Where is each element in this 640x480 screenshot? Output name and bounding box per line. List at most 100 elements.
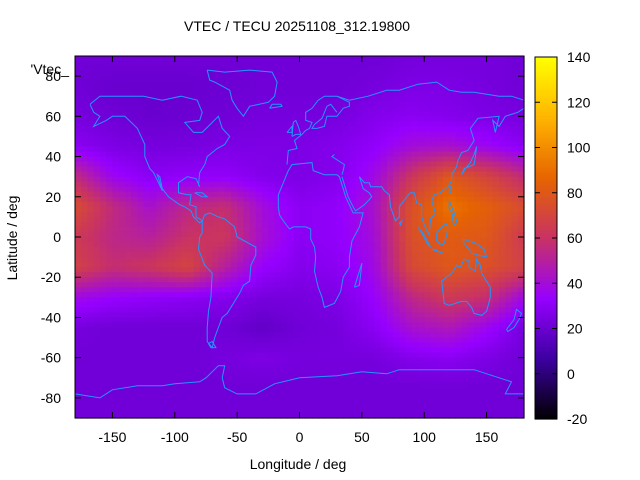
heatmap-cell	[343, 257, 350, 263]
heatmap-cell	[181, 186, 188, 193]
heatmap-cell	[262, 156, 269, 163]
heatmap-cell	[349, 377, 357, 384]
heatmap-cell	[318, 297, 326, 303]
heatmap-cell	[168, 191, 176, 198]
heatmap-cell	[162, 181, 170, 188]
heatmap-cell	[187, 186, 195, 193]
heatmap-cell	[137, 362, 145, 369]
heatmap-cell	[299, 141, 307, 148]
heatmap-cell	[474, 71, 481, 77]
heatmap-cell	[99, 71, 107, 77]
heatmap-cell	[449, 242, 457, 248]
heatmap-cell	[374, 176, 382, 183]
heatmap-cell	[93, 392, 101, 399]
heatmap-cell	[212, 282, 220, 288]
heatmap-cell	[181, 126, 188, 133]
heatmap-cell	[156, 387, 163, 394]
heatmap-cell	[380, 66, 388, 72]
heatmap-cell	[411, 367, 419, 374]
heatmap-cell	[293, 267, 301, 273]
heatmap-cell	[181, 111, 188, 117]
heatmap-cell	[131, 242, 138, 248]
heatmap-cell	[212, 292, 220, 298]
heatmap-cell	[499, 307, 506, 314]
heatmap-cell	[243, 206, 251, 213]
heatmap-cell	[386, 312, 394, 319]
heatmap-cell	[249, 101, 257, 107]
heatmap-cell	[299, 302, 307, 308]
heatmap-cell	[461, 136, 469, 143]
heatmap-cell	[224, 332, 232, 339]
heatmap-cell	[305, 201, 313, 208]
heatmap-cell	[405, 302, 413, 308]
heatmap-cell	[505, 302, 513, 308]
heatmap-cell	[361, 332, 369, 339]
heatmap-cell	[262, 231, 269, 238]
heatmap-cell	[492, 101, 500, 107]
heatmap-cell	[411, 126, 419, 133]
heatmap-cell	[380, 196, 388, 203]
heatmap-cell	[380, 86, 388, 92]
heatmap-cell	[230, 136, 238, 143]
heatmap-cell	[368, 81, 375, 87]
heatmap-cell	[137, 101, 145, 107]
heatmap-cell	[280, 131, 288, 138]
heatmap-cell	[386, 186, 394, 193]
heatmap-cell	[474, 247, 481, 253]
heatmap-cell	[474, 101, 481, 107]
heatmap-cell	[449, 61, 457, 67]
heatmap-cell	[361, 126, 369, 133]
heatmap-cell	[224, 252, 232, 258]
heatmap-cell	[112, 211, 120, 218]
heatmap-cell	[230, 206, 238, 213]
heatmap-cell	[87, 176, 95, 183]
heatmap-cell	[492, 116, 500, 122]
heatmap-cell	[349, 111, 357, 117]
heatmap-cell	[311, 206, 319, 213]
heatmap-cell	[324, 156, 332, 163]
heatmap-cell	[511, 307, 519, 314]
heatmap-cell	[461, 191, 469, 198]
heatmap-cell	[131, 201, 138, 208]
heatmap-cell	[237, 312, 244, 319]
heatmap-cell	[411, 252, 419, 258]
heatmap-cell	[399, 352, 407, 359]
heatmap-cell	[124, 211, 132, 218]
heatmap-cell	[268, 262, 276, 268]
heatmap-cell	[75, 201, 82, 208]
heatmap-cell	[305, 297, 313, 303]
heatmap-cell	[343, 176, 350, 183]
heatmap-cell	[361, 277, 369, 283]
heatmap-cell	[399, 231, 407, 238]
heatmap-cell	[368, 287, 375, 293]
heatmap-cell	[417, 231, 425, 238]
heatmap-cell	[486, 282, 494, 288]
heatmap-cell	[93, 397, 101, 404]
heatmap-cell	[330, 307, 338, 314]
heatmap-cell	[112, 337, 120, 344]
heatmap-cell	[237, 166, 244, 173]
heatmap-cell	[118, 402, 126, 409]
heatmap-cell	[118, 191, 126, 198]
heatmap-cell	[299, 252, 307, 258]
heatmap-cell	[405, 211, 413, 218]
heatmap-cell	[149, 76, 157, 82]
heatmap-cell	[442, 141, 450, 148]
heatmap-cell	[393, 252, 400, 258]
heatmap-cell	[249, 161, 257, 168]
heatmap-cell	[112, 267, 120, 273]
heatmap-cell	[399, 226, 407, 233]
heatmap-cell	[424, 166, 432, 173]
heatmap-cell	[274, 372, 282, 379]
heatmap-cell	[249, 181, 257, 188]
heatmap-cell	[87, 347, 95, 354]
heatmap-cell	[143, 242, 151, 248]
heatmap-cell	[480, 312, 488, 319]
heatmap-cell	[311, 302, 319, 308]
heatmap-cell	[436, 86, 444, 92]
heatmap-cell	[330, 317, 338, 324]
heatmap-cell	[343, 181, 350, 188]
heatmap-cell	[168, 141, 176, 148]
heatmap-cell	[499, 121, 506, 127]
